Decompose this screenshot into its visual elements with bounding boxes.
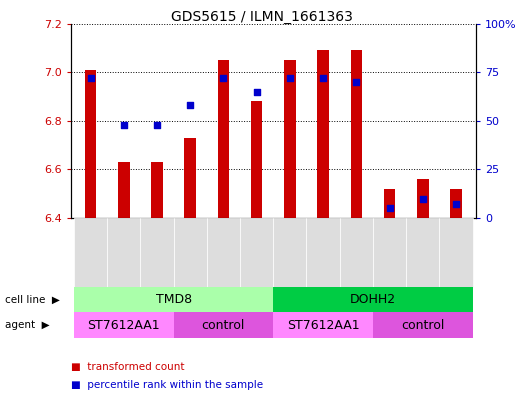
Text: control: control bbox=[401, 319, 445, 332]
Point bbox=[186, 102, 195, 108]
Point bbox=[352, 79, 360, 85]
Point bbox=[253, 88, 261, 95]
Text: ■  percentile rank within the sample: ■ percentile rank within the sample bbox=[71, 380, 263, 390]
Bar bbox=[185, 138, 196, 218]
Bar bbox=[417, 179, 428, 218]
Text: ST7612AA1: ST7612AA1 bbox=[87, 319, 160, 332]
Bar bbox=[151, 162, 163, 218]
Bar bbox=[384, 189, 395, 218]
Text: control: control bbox=[202, 319, 245, 332]
Point bbox=[319, 75, 327, 81]
Point bbox=[219, 75, 228, 81]
Text: ST7612AA1: ST7612AA1 bbox=[287, 319, 359, 332]
Point bbox=[418, 196, 427, 202]
Bar bbox=[284, 60, 295, 218]
Bar bbox=[85, 70, 96, 218]
Text: DOHH2: DOHH2 bbox=[350, 293, 396, 306]
Text: cell line  ▶: cell line ▶ bbox=[5, 295, 60, 305]
Bar bbox=[251, 101, 263, 218]
Point bbox=[385, 205, 394, 211]
Bar bbox=[218, 60, 229, 218]
Bar bbox=[350, 50, 362, 218]
Point bbox=[153, 121, 161, 128]
Text: GDS5615 / ILMN_1661363: GDS5615 / ILMN_1661363 bbox=[170, 10, 353, 24]
Bar bbox=[450, 189, 462, 218]
Point bbox=[452, 201, 460, 208]
Point bbox=[86, 75, 95, 81]
Text: agent  ▶: agent ▶ bbox=[5, 320, 50, 330]
Point bbox=[120, 121, 128, 128]
Bar bbox=[317, 50, 329, 218]
Bar bbox=[118, 162, 130, 218]
Text: TMD8: TMD8 bbox=[155, 293, 191, 306]
Point bbox=[286, 75, 294, 81]
Text: ■  transformed count: ■ transformed count bbox=[71, 362, 184, 373]
